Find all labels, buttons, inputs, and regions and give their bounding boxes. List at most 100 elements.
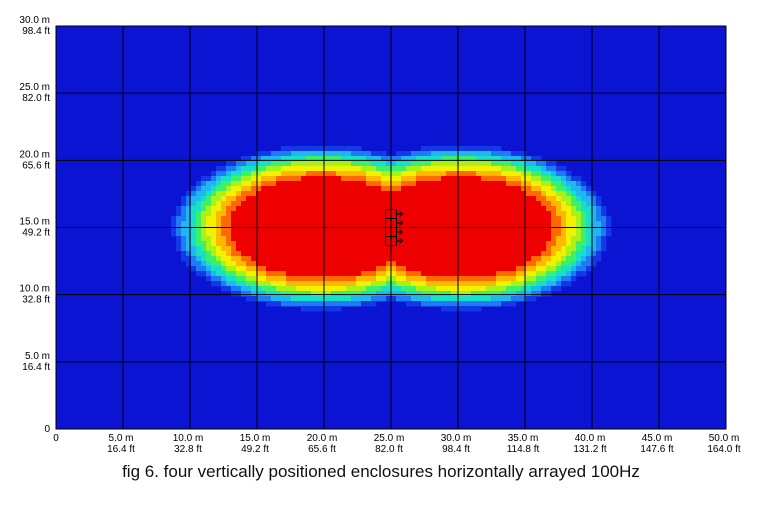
heatmap-cell [571, 276, 577, 282]
heatmap-cell [361, 256, 367, 262]
grid-lines [55, 25, 727, 430]
heatmap-cell [261, 171, 267, 177]
heatmap-cell [401, 151, 407, 157]
heatmap-cell [311, 201, 317, 207]
heatmap-cell [541, 166, 547, 172]
heatmap-cell [411, 211, 417, 217]
heatmap-cell [256, 271, 262, 277]
heatmap-cell [471, 301, 477, 307]
heatmap-cell [241, 271, 247, 277]
heatmap-cell [466, 236, 472, 242]
heatmap-cell [306, 266, 312, 272]
heatmap-cell [286, 301, 292, 307]
heatmap-cell [471, 286, 477, 292]
heatmap-cell [356, 281, 362, 287]
heatmap-cell [301, 256, 307, 262]
heatmap-cell [431, 146, 437, 152]
heatmap-cell [336, 166, 342, 172]
heatmap-cell [301, 271, 307, 277]
heatmap-cell [606, 226, 612, 232]
heatmap-cell [481, 291, 487, 297]
heatmap-cell [186, 191, 192, 197]
heatmap-cell [541, 226, 547, 232]
heatmap-cell [361, 206, 367, 212]
heatmap-cell [426, 146, 432, 152]
heatmap-cell [276, 246, 282, 252]
heatmap-cell [446, 226, 452, 232]
heatmap-cell [306, 271, 312, 277]
heatmap-cell [481, 231, 487, 237]
heatmap-cell [336, 246, 342, 252]
heatmap-cell [256, 151, 262, 157]
heatmap-cell [361, 276, 367, 282]
heatmap-cell [571, 226, 577, 232]
heatmap-cell [216, 281, 222, 287]
heatmap-cell [381, 281, 387, 287]
heatmap-cell [566, 256, 572, 262]
heatmap-cell [291, 301, 297, 307]
heatmap-cell [536, 236, 542, 242]
heatmap-cell [421, 301, 427, 307]
heatmap-cell [436, 216, 442, 222]
heatmap-cell [351, 216, 357, 222]
heatmap-cell [246, 201, 252, 207]
heatmap-cell [446, 156, 452, 162]
heatmap-cell [221, 221, 227, 227]
heatmap-cell [326, 286, 332, 292]
heatmap-cell [461, 231, 467, 237]
heatmap-cell [311, 181, 317, 187]
heatmap-cell [376, 166, 382, 172]
heatmap-cell [201, 236, 207, 242]
heatmap-cell [466, 306, 472, 312]
heatmap-cell [246, 171, 252, 177]
heatmap-cell [371, 241, 377, 247]
heatmap-cell [491, 216, 497, 222]
heatmap-cell [336, 241, 342, 247]
heatmap-cell [511, 256, 517, 262]
heatmap-cell [486, 146, 492, 152]
heatmap-cell [196, 231, 202, 237]
heatmap-cell [411, 191, 417, 197]
heatmap-cell [216, 176, 222, 182]
heatmap-cell [431, 276, 437, 282]
heatmap-cell [241, 161, 247, 167]
heatmap-cell [356, 251, 362, 257]
heatmap-cell [526, 191, 532, 197]
heatmap-cell [191, 251, 197, 257]
heatmap-cell [441, 241, 447, 247]
heatmap-cell [206, 246, 212, 252]
heatmap-cell [236, 166, 242, 172]
heatmap-cell [296, 146, 302, 152]
heatmap-cell [341, 216, 347, 222]
heatmap-cell [421, 166, 427, 172]
heatmap-cell [456, 181, 462, 187]
x-tick-label: 50.0 m [709, 433, 740, 444]
heatmap-cell [211, 231, 217, 237]
heatmap-cell [391, 221, 397, 227]
heatmap-cell [551, 181, 557, 187]
heatmap-cell [356, 166, 362, 172]
heatmap-cell [421, 266, 427, 272]
heatmap-cell [406, 196, 412, 202]
heatmap-cell [281, 236, 287, 242]
heatmap-cell [301, 266, 307, 272]
heatmap-cell [221, 231, 227, 237]
heatmap-cell [336, 291, 342, 297]
heatmap-cell [326, 206, 332, 212]
heatmap-cell [291, 226, 297, 232]
heatmap-cell [216, 181, 222, 187]
heatmap-cell [456, 146, 462, 152]
heatmap-cell [471, 201, 477, 207]
heatmap-cell [551, 186, 557, 192]
heatmap-cell [226, 236, 232, 242]
heatmap-cell [566, 236, 572, 242]
heatmap-cell [196, 221, 202, 227]
heatmap-cell [471, 276, 477, 282]
heatmap-cell [551, 176, 557, 182]
heatmap-cell [426, 176, 432, 182]
heatmap-cell [221, 166, 227, 172]
heatmap-cell [276, 201, 282, 207]
heatmap-cell [406, 206, 412, 212]
heatmap-cell [586, 256, 592, 262]
heatmap-cell [576, 181, 582, 187]
